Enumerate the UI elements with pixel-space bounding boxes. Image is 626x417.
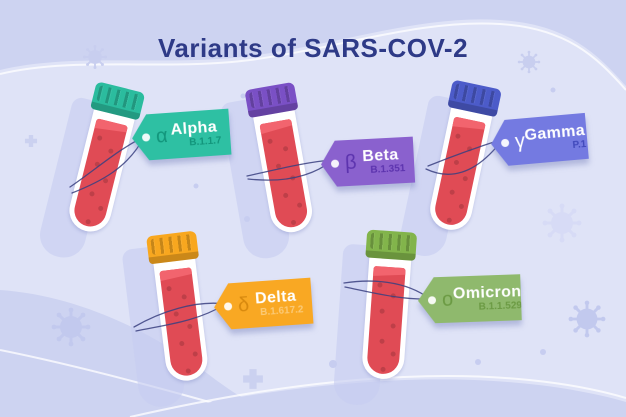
tag-string (133, 302, 227, 328)
tag-string (425, 138, 504, 175)
tag-hole (224, 302, 233, 311)
blob-bottom-strip (140, 379, 626, 417)
tag-hole (142, 133, 151, 142)
plus-icon (24, 134, 38, 148)
blob-top (0, 0, 626, 86)
variant-lineage: B.1.351 (370, 163, 406, 177)
wave-line-bottom-strip (129, 375, 626, 417)
tag-string (343, 280, 431, 300)
wave-line-top (0, 22, 626, 91)
variant-tag-delta: δ Delta B.1.617.2 (213, 278, 314, 331)
plus-icon (243, 369, 263, 389)
page-title: Variants of SARS-COV-2 (157, 33, 469, 63)
variant-tag-alpha: α Alpha B.1.1.7 (131, 109, 232, 162)
variant-lineage: B.1.1.529 (478, 300, 523, 313)
variant-name: Beta (361, 146, 399, 165)
variant-lineage: P.1 (572, 139, 587, 152)
tag-hole (331, 159, 339, 167)
variant-lineage: B.1.1.7 (188, 135, 222, 149)
tag-hole (428, 296, 436, 304)
variant-tag-omicron: ο Omicron B.1.1.529 (417, 274, 522, 324)
variant-lineage: B.1.617.2 (259, 304, 304, 319)
variant-tag-beta: β Beta B.1.351 (320, 137, 415, 188)
variant-tag-gamma: γ Gamma P.1 (489, 113, 589, 167)
tag-hole (501, 139, 510, 148)
variant-symbol: ο (441, 288, 454, 311)
